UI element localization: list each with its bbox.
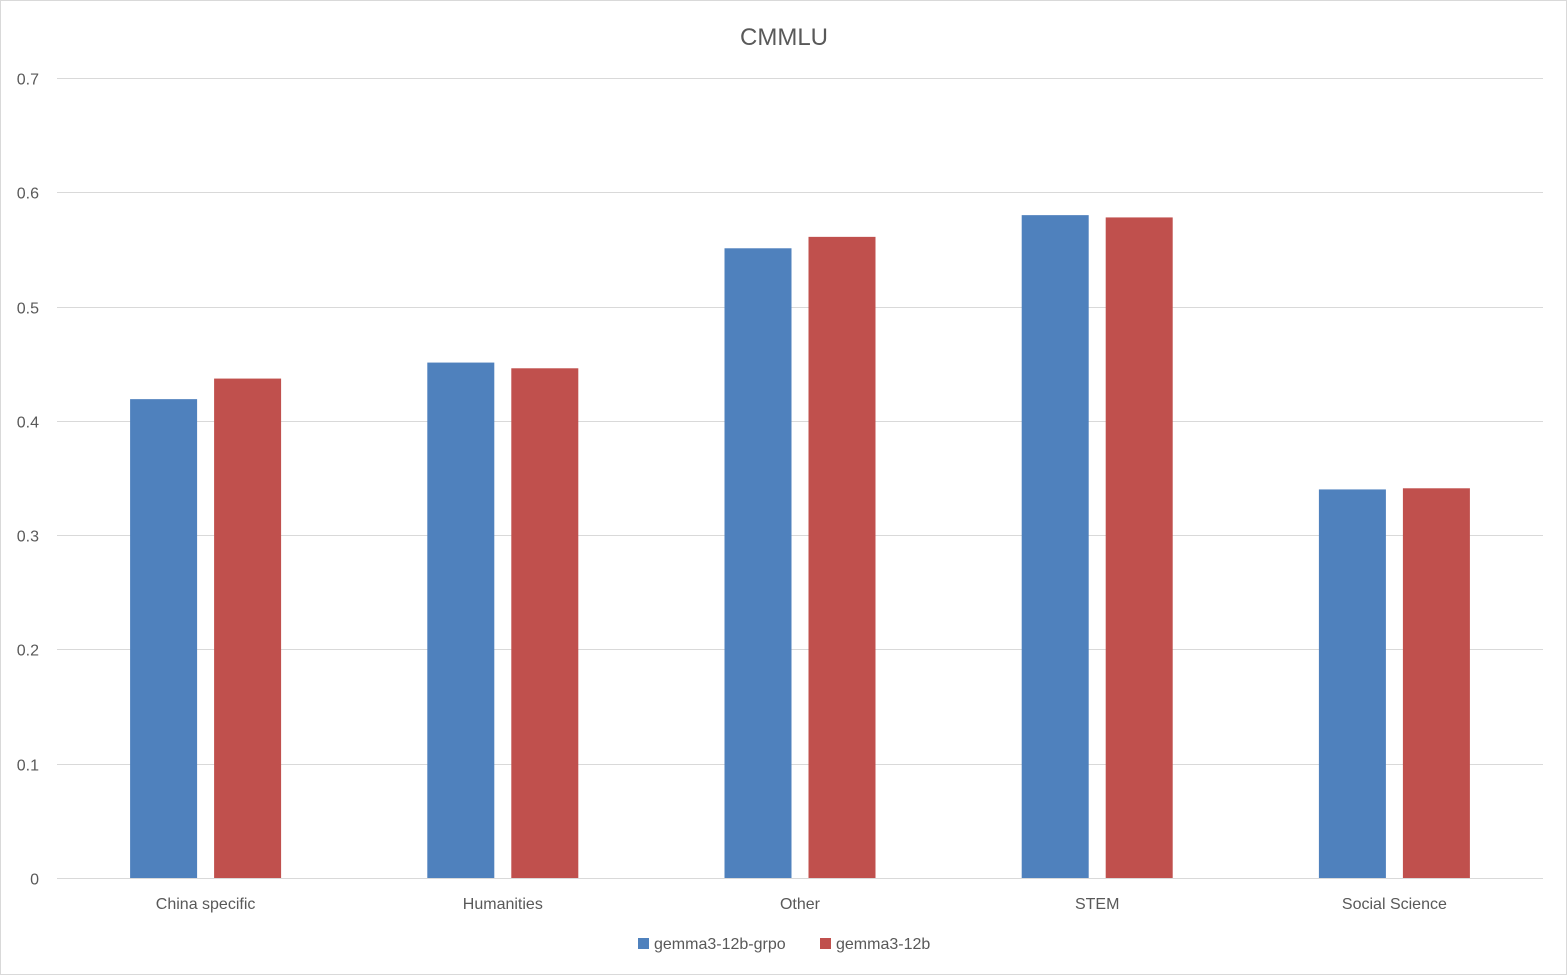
bar-1-0 [214, 378, 282, 878]
bar-0-2 [724, 248, 792, 879]
x-tick-label: China specific [156, 896, 256, 913]
bar-1-2 [808, 236, 876, 878]
x-axis-ticks: China specific Humanities Other STEM Social … [156, 896, 1447, 913]
y-tick-label: 0.6 [17, 186, 39, 203]
bar-0-1 [427, 362, 495, 879]
bar-0-3 [1021, 215, 1089, 879]
bar-0-0 [130, 399, 198, 878]
y-tick-label: 0.1 [17, 758, 39, 775]
x-tick-label: Social Science [1342, 896, 1447, 913]
y-tick-label: 0.2 [17, 643, 39, 660]
y-axis-ticks: 0 0.1 0.2 0.3 0.4 0.5 0.6 0.7 [17, 72, 39, 889]
y-tick-label: 0.3 [17, 529, 39, 546]
y-tick-label: 0.7 [17, 72, 39, 89]
bar-1-1 [511, 368, 579, 878]
x-tick-label: STEM [1075, 896, 1119, 913]
y-tick-label: 0.5 [17, 301, 39, 318]
legend: gemma3-12b-grpo gemma3-12b [638, 936, 930, 953]
y-tick-label: 0 [30, 872, 39, 889]
bar-1-3 [1105, 217, 1173, 878]
legend-swatch [820, 938, 831, 949]
x-tick-label: Other [780, 896, 821, 913]
bar-0-4 [1318, 489, 1386, 878]
x-tick-label: Humanities [463, 896, 543, 913]
bars [130, 215, 1470, 879]
gridlines [57, 78, 1543, 879]
y-tick-label: 0.4 [17, 415, 39, 432]
chart-title: CMMLU [740, 24, 828, 51]
legend-swatch [638, 938, 649, 949]
bar-1-4 [1402, 488, 1470, 878]
legend-label: gemma3-12b [836, 936, 930, 953]
legend-label: gemma3-12b-grpo [654, 936, 786, 953]
